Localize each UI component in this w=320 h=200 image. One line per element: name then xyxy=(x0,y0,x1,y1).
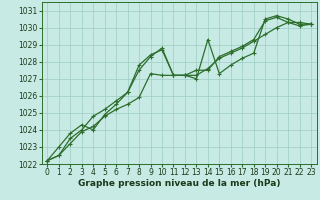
X-axis label: Graphe pression niveau de la mer (hPa): Graphe pression niveau de la mer (hPa) xyxy=(78,179,280,188)
